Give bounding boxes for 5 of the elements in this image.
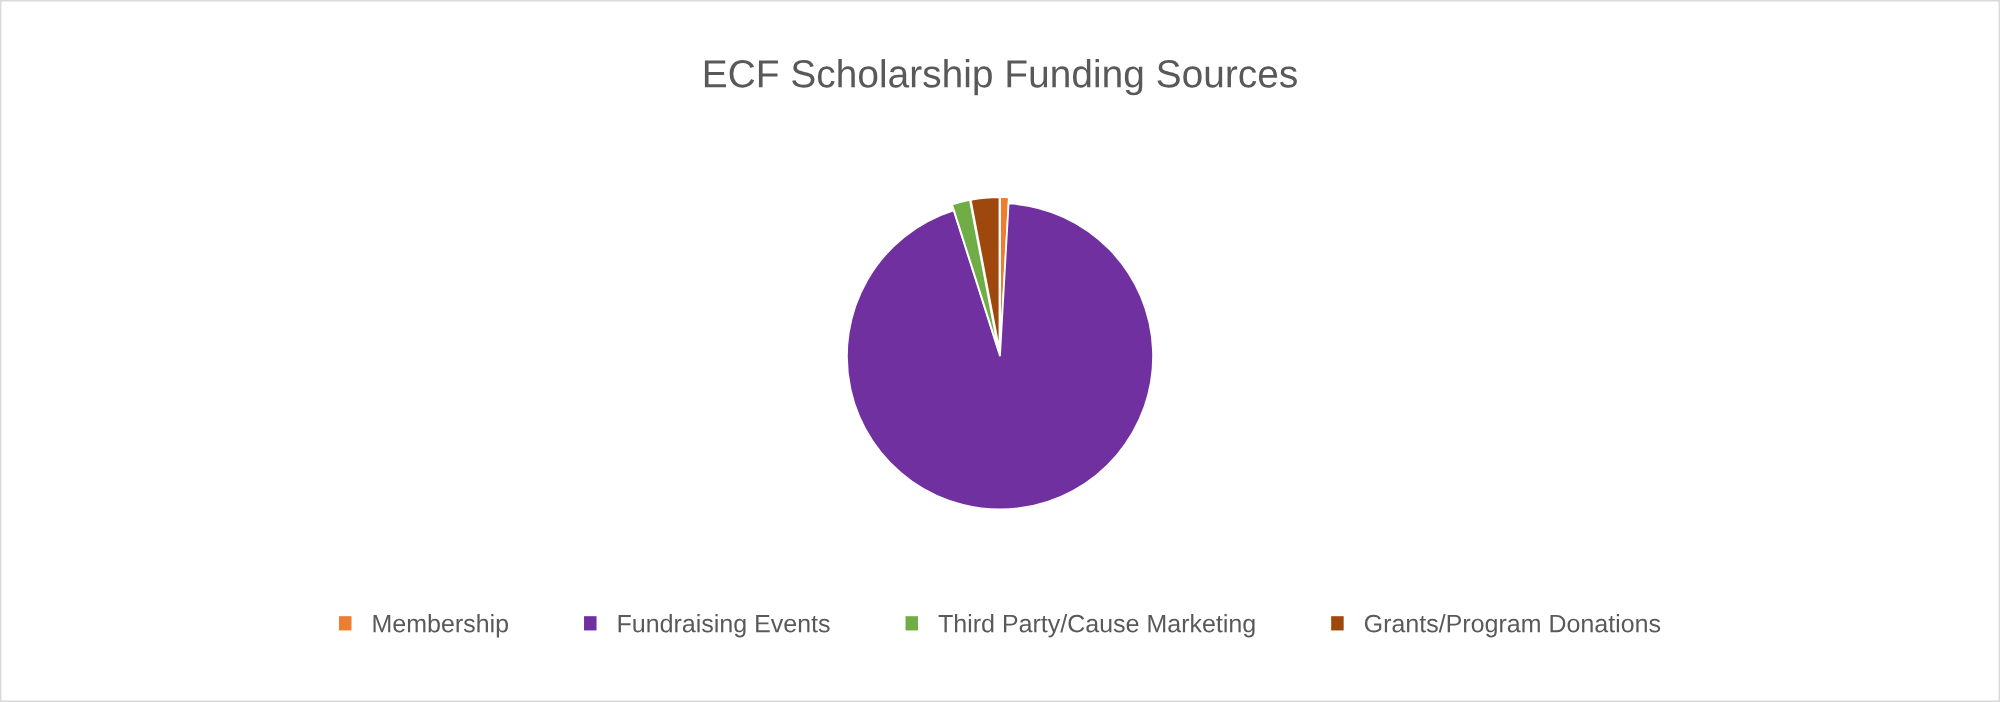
legend-label: Membership (373, 614, 508, 638)
legend-label: Grants/Program Donations (1364, 614, 1661, 638)
legend-label: Third Party/Cause Marketing (938, 614, 1255, 638)
chart-title: ECF Scholarship Funding Sources (704, 59, 1297, 96)
legend-label: Fundraising Events (618, 614, 830, 638)
